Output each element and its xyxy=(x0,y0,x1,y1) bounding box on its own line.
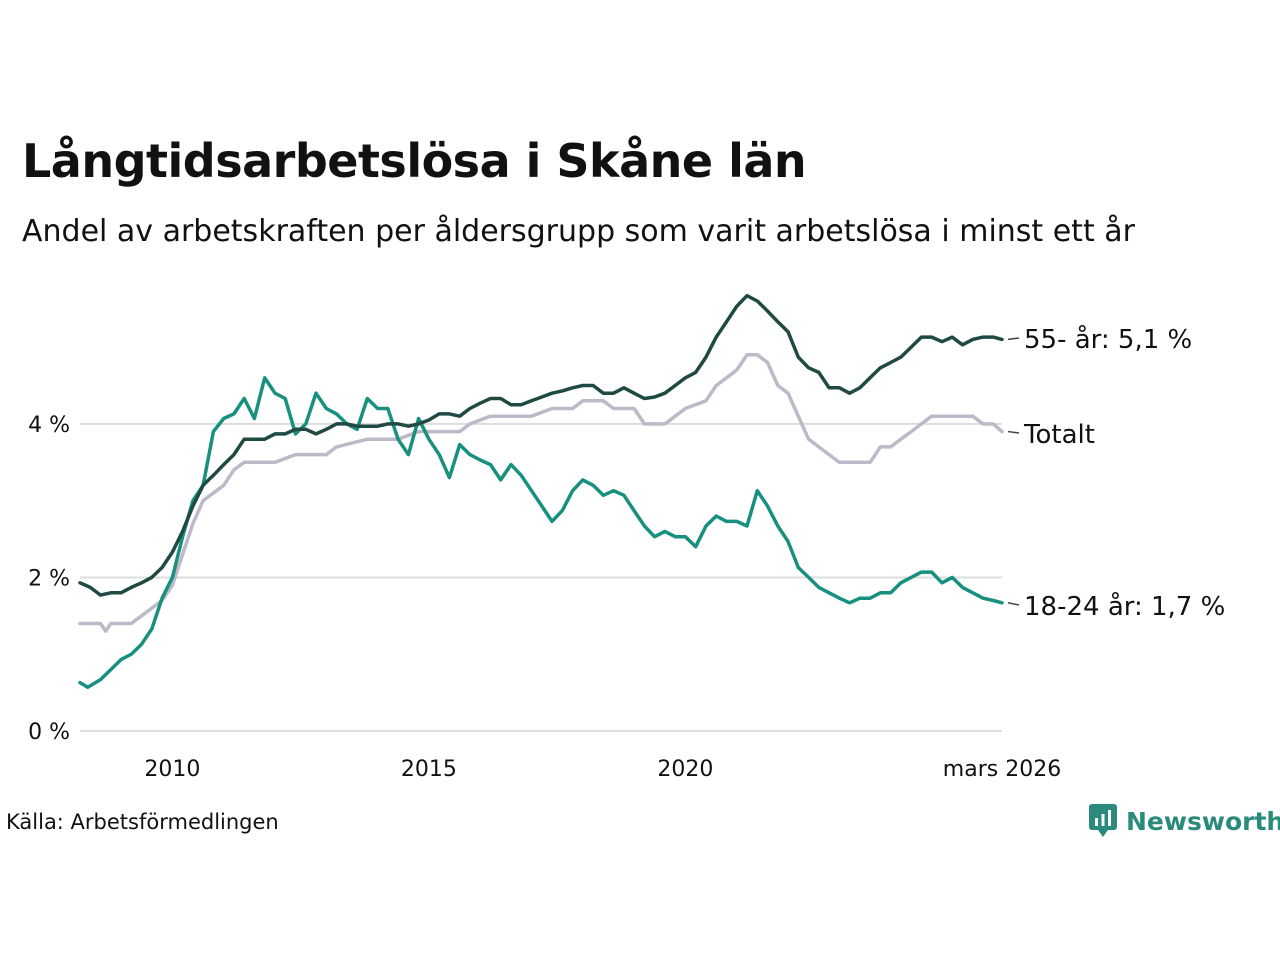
series-label-leader xyxy=(1007,430,1020,434)
y-axis-labels: 0 % 2 % 4 % xyxy=(28,413,70,745)
series-line-0 xyxy=(78,293,1004,597)
x-axis-labels: 2010 2015 2020 mars 2026 xyxy=(144,757,1061,782)
series-end-label: 18-24 år: 1,7 % xyxy=(1024,591,1225,622)
series-label-leader xyxy=(1007,602,1020,606)
series-line-2 xyxy=(78,376,1004,689)
newsworthy-logo-text: Newsworthy xyxy=(1126,806,1280,836)
gridlines xyxy=(80,422,1002,732)
series-end-label: Totalt xyxy=(1023,420,1095,450)
x-tick-label: 2020 xyxy=(657,757,713,782)
x-tick-label: 2015 xyxy=(401,757,457,782)
y-tick-label: 4 % xyxy=(28,413,70,438)
series-lines xyxy=(78,293,1004,689)
y-tick-label: 2 % xyxy=(28,566,70,591)
y-tick-label: 0 % xyxy=(28,720,70,745)
newsworthy-logo-icon xyxy=(1089,804,1117,837)
chart-title: Långtidsarbetslösa i Skåne län xyxy=(22,134,807,188)
newsworthy-logo: Newsworthy xyxy=(1088,803,1280,839)
chart-subtitle: Andel av arbetskraften per åldersgrupp s… xyxy=(22,214,1135,249)
series-end-label: 55- år: 5,1 % xyxy=(1024,324,1192,355)
series-line-1 xyxy=(78,353,1004,633)
source-note: Källa: Arbetsförmedlingen xyxy=(6,810,279,834)
x-tick-label: 2010 xyxy=(144,757,200,782)
series-end-labels: 55- år: 5,1 % Totalt 18-24 år: 1,7 % xyxy=(1007,324,1225,622)
x-tick-label: mars 2026 xyxy=(943,757,1061,782)
series-label-leader xyxy=(1007,337,1020,341)
